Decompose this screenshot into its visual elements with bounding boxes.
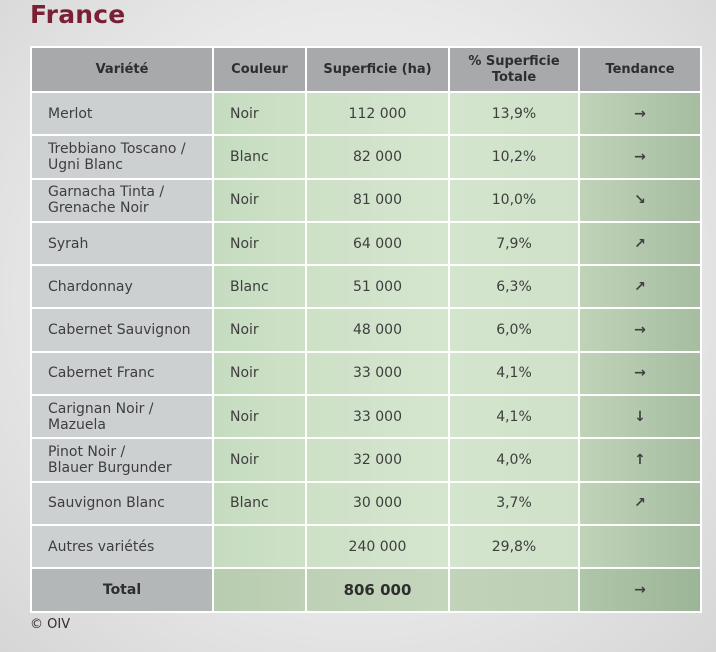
table-row: Pinot Noir / Blauer Burgunder Noir 32 000 4… <box>30 437 702 483</box>
copyright-footer: © OIV <box>30 617 71 632</box>
area-cell: 64 000 <box>305 220 450 267</box>
percent-cell: 10,0% <box>448 177 580 223</box>
color-cell: Blanc <box>212 264 307 310</box>
area-cell: 112 000 <box>305 90 450 137</box>
color-cell: Noir <box>212 350 307 397</box>
table-row: Garnacha Tinta / Grenache Noir Noir 81 000… <box>30 177 702 223</box>
arrow-up-icon: ↑ <box>578 437 702 483</box>
color-cell <box>212 523 307 570</box>
arrow-down-icon: ↓ <box>578 394 702 440</box>
table-row: Carignan Noir / Mazuela Noir 33 000 4,1% ↓ <box>30 394 702 440</box>
arrow-up-right-icon: ↗ <box>578 480 702 526</box>
area-cell: 81 000 <box>305 177 450 223</box>
trend-cell <box>578 523 702 570</box>
table-row: Merlot Noir 112 000 13,9% → <box>30 90 702 137</box>
table-row: Autres variétés 240 000 29,8% <box>30 523 702 570</box>
area-cell: 33 000 <box>305 350 450 397</box>
arrow-right-icon: → <box>578 134 702 180</box>
color-cell: Blanc <box>212 134 307 180</box>
total-percent-cell <box>448 567 580 613</box>
color-cell: Noir <box>212 307 307 353</box>
table-row: Sauvignon Blanc Blanc 30 000 3,7% ↗ <box>30 480 702 526</box>
percent-cell: 4,1% <box>448 350 580 397</box>
arrow-right-icon: → <box>578 350 702 397</box>
arrow-up-right-icon: ↗ <box>578 264 702 310</box>
percent-cell: 4,0% <box>448 437 580 483</box>
table-row: Trebbiano Toscano / Ugni Blanc Blanc 82 00… <box>30 134 702 180</box>
percent-cell: 29,8% <box>448 523 580 570</box>
table-row: Chardonnay Blanc 51 000 6,3% ↗ <box>30 264 702 310</box>
variety-cell: Sauvignon Blanc <box>30 480 214 526</box>
variety-cell: Chardonnay <box>30 264 214 310</box>
area-cell: 48 000 <box>305 307 450 353</box>
percent-cell: 7,9% <box>448 220 580 267</box>
header-area: Superficie (ha) <box>305 46 450 93</box>
header-trend: Tendance <box>578 46 702 93</box>
table-row: Syrah Noir 64 000 7,9% ↗ <box>30 220 702 267</box>
variety-cell: Garnacha Tinta / Grenache Noir <box>30 177 214 223</box>
total-color-cell <box>212 567 307 613</box>
page-title: France <box>30 0 126 29</box>
variety-cell: Carignan Noir / Mazuela <box>30 394 214 440</box>
total-area: 806 000 <box>305 567 450 613</box>
header-percent: % Superficie Totale <box>448 46 580 93</box>
color-cell: Blanc <box>212 480 307 526</box>
total-row: Total 806 000 → <box>30 567 702 613</box>
percent-cell: 3,7% <box>448 480 580 526</box>
color-cell: Noir <box>212 437 307 483</box>
total-label: Total <box>30 567 214 613</box>
arrow-right-icon: → <box>578 567 702 613</box>
variety-cell: Syrah <box>30 220 214 267</box>
percent-cell: 10,2% <box>448 134 580 180</box>
area-cell: 240 000 <box>305 523 450 570</box>
area-cell: 51 000 <box>305 264 450 310</box>
arrow-down-right-icon: ↘ <box>578 177 702 223</box>
variety-cell: Autres variétés <box>30 523 214 570</box>
variety-table: Variété Couleur Superficie (ha) % Superf… <box>30 46 702 613</box>
area-cell: 82 000 <box>305 134 450 180</box>
area-cell: 33 000 <box>305 394 450 440</box>
table-row: Cabernet Sauvignon Noir 48 000 6,0% → <box>30 307 702 353</box>
color-cell: Noir <box>212 220 307 267</box>
arrow-right-icon: → <box>578 90 702 137</box>
color-cell: Noir <box>212 177 307 223</box>
table-row: Cabernet Franc Noir 33 000 4,1% → <box>30 350 702 397</box>
table-body: Merlot Noir 112 000 13,9% → Trebbiano Toscano… <box>30 90 702 613</box>
header-color: Couleur <box>212 46 307 93</box>
table-header-row: Variété Couleur Superficie (ha) % Superf… <box>30 46 702 93</box>
variety-cell: Merlot <box>30 90 214 137</box>
arrow-up-right-icon: ↗ <box>578 220 702 267</box>
percent-cell: 6,3% <box>448 264 580 310</box>
variety-cell: Cabernet Franc <box>30 350 214 397</box>
color-cell: Noir <box>212 90 307 137</box>
area-cell: 32 000 <box>305 437 450 483</box>
variety-cell: Pinot Noir / Blauer Burgunder <box>30 437 214 483</box>
variety-cell: Trebbiano Toscano / Ugni Blanc <box>30 134 214 180</box>
area-cell: 30 000 <box>305 480 450 526</box>
color-cell: Noir <box>212 394 307 440</box>
variety-cell: Cabernet Sauvignon <box>30 307 214 353</box>
percent-cell: 13,9% <box>448 90 580 137</box>
header-variety: Variété <box>30 46 214 93</box>
percent-cell: 4,1% <box>448 394 580 440</box>
percent-cell: 6,0% <box>448 307 580 353</box>
arrow-right-icon: → <box>578 307 702 353</box>
